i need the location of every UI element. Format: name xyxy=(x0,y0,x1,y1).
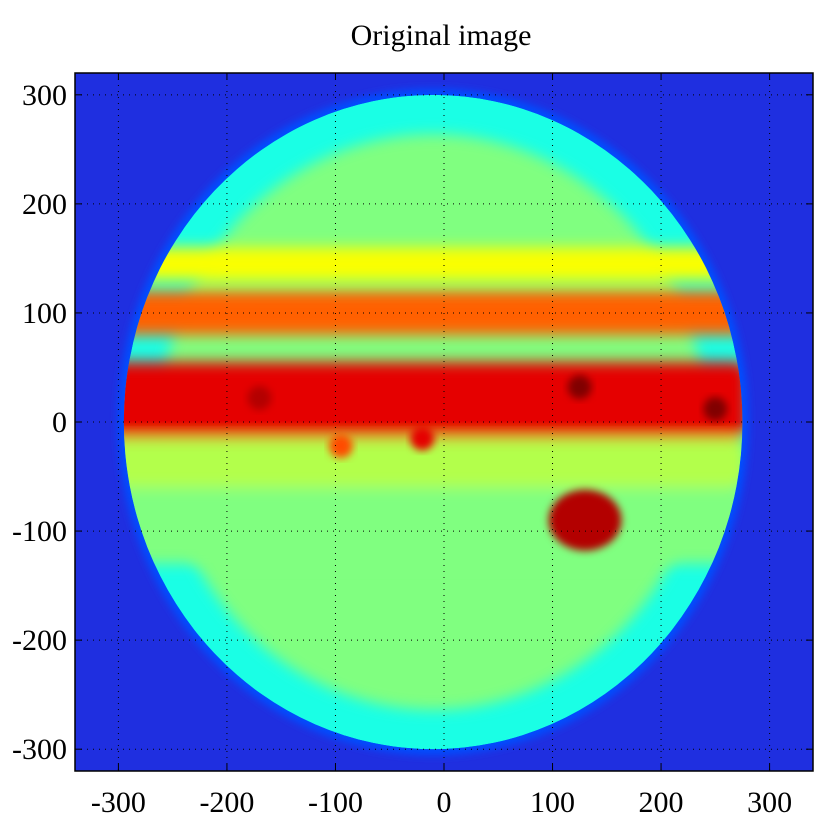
x-tick-label: -100 xyxy=(308,786,363,814)
axis-ticks xyxy=(75,73,813,771)
plot-area xyxy=(75,73,813,771)
x-tick-label: -300 xyxy=(91,786,146,814)
chart-title: Original image xyxy=(351,19,532,52)
x-tick-label: 0 xyxy=(437,786,452,814)
disk xyxy=(123,94,743,750)
spot-3 xyxy=(703,396,728,421)
y-tick-label: 0 xyxy=(52,406,67,439)
bands xyxy=(123,247,743,564)
band-1 xyxy=(123,291,743,335)
y-tick-label: -300 xyxy=(12,733,67,766)
band-2 xyxy=(123,247,743,281)
x-tick-label: 300 xyxy=(747,786,792,814)
band-3 xyxy=(123,438,743,488)
y-tick-label: -100 xyxy=(12,515,67,548)
spot-5 xyxy=(328,433,353,458)
spot-4 xyxy=(410,426,435,451)
y-tick-label: 100 xyxy=(22,297,67,330)
x-axis-tick-labels: -300 -200 -100 0 100 200 300 xyxy=(91,786,792,814)
grid xyxy=(75,73,813,771)
great-red-spot xyxy=(548,489,622,551)
y-tick-label: -200 xyxy=(12,624,67,657)
band-4 xyxy=(123,487,743,564)
y-tick-label: 200 xyxy=(22,188,67,221)
x-tick-label: -200 xyxy=(199,786,254,814)
y-tick-label: 300 xyxy=(22,79,67,112)
x-tick-label: 100 xyxy=(530,786,575,814)
x-tick-label: 200 xyxy=(639,786,684,814)
spot-1 xyxy=(247,386,272,411)
planet-image xyxy=(117,88,749,756)
spot-2 xyxy=(567,375,592,400)
y-axis-tick-labels: 300 200 100 0 -100 -200 -300 xyxy=(12,79,67,766)
